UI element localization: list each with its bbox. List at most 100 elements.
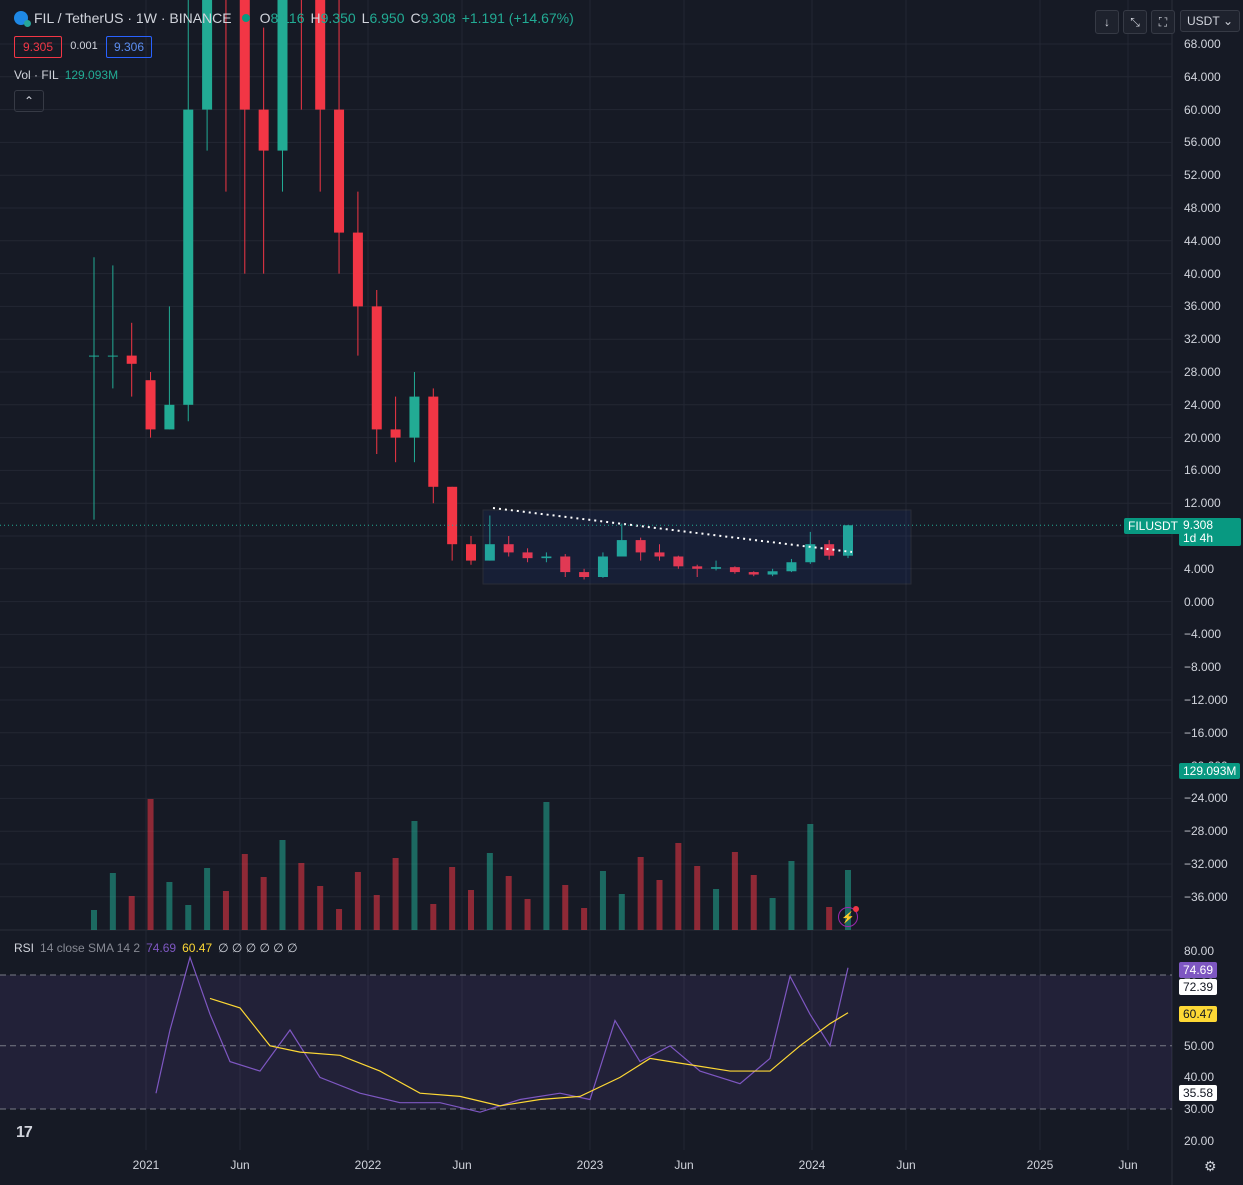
price-tick: −24.000 [1184, 791, 1228, 806]
low-label: L [361, 10, 370, 26]
buy-price-button[interactable]: 9.306 [106, 36, 152, 58]
volume-bar [222, 891, 229, 930]
time-tick: Jun [1118, 1158, 1138, 1172]
rsi-tick: 80.00 [1184, 944, 1215, 958]
price-tick: −36.000 [1184, 889, 1228, 904]
candle-body [202, 0, 213, 110]
volume-label: Vol · FIL [14, 68, 59, 82]
volume-bar [524, 899, 531, 930]
rsi-tag: 74.69 [1179, 962, 1218, 978]
candle-body [824, 544, 835, 556]
rsi-sma-value: 60.47 [182, 941, 213, 955]
volume-bar [562, 885, 569, 930]
price-tick: 28.000 [1184, 365, 1221, 379]
candle-body [315, 0, 326, 110]
volume-bar [675, 843, 682, 930]
time-tick: 2024 [798, 1158, 826, 1172]
volume-bar [109, 873, 116, 930]
lightning-icon[interactable]: ⚡ [838, 906, 859, 927]
price-tick: 4.000 [1184, 561, 1215, 576]
volume-bar [354, 872, 361, 930]
collapse-legend-button[interactable]: ⌃ [14, 90, 44, 112]
time-tick: 2021 [132, 1158, 160, 1172]
volume-bar [279, 840, 286, 930]
rsi-params: 14 close SMA 14 2 [40, 941, 141, 955]
price-tick: 0.000 [1184, 594, 1215, 609]
market-status-icon [241, 14, 250, 22]
candle-body [541, 556, 552, 559]
candle-body [597, 556, 608, 577]
volume-bar [449, 867, 456, 930]
volume-bar [430, 904, 437, 930]
last-price-value: 9.308 [1183, 518, 1214, 532]
close-label: C [410, 10, 421, 26]
close-value: 9.308 [420, 10, 456, 26]
price-tick: 16.000 [1184, 463, 1221, 478]
chevron-down-icon: ⌄ [1222, 14, 1233, 28]
volume-bar [185, 905, 192, 930]
candle-body [390, 429, 401, 438]
volume-bar [769, 898, 776, 930]
rsi-tick: 50.00 [1184, 1038, 1215, 1053]
currency-select[interactable]: USDT ⌄ [1180, 10, 1240, 32]
volume-bar [807, 824, 814, 930]
price-tick: 36.000 [1184, 299, 1221, 314]
range-box [482, 509, 912, 585]
rsi-upper-tag: 72.39 [1179, 979, 1218, 995]
symbol-title[interactable]: FIL / TetherUS · 1W · BINANCE [34, 10, 232, 26]
rsi-sma-line [209, 997, 849, 1107]
volume-bar [750, 875, 757, 930]
rsi-band [0, 975, 1172, 1109]
volume-tag: 129.093M [1179, 763, 1241, 779]
fullscreen-icon[interactable]: ⛶ [1151, 10, 1175, 34]
volume-bar [826, 907, 833, 930]
volume-bar [505, 876, 512, 930]
candle-body [673, 556, 684, 567]
candle-body [503, 544, 514, 553]
sell-price-button[interactable]: 9.305 [14, 36, 62, 58]
candle-body [748, 572, 759, 575]
candle-body [258, 109, 269, 151]
volume-value: 129.093M [64, 68, 119, 82]
candle-body [616, 540, 627, 557]
price-tick: 48.000 [1184, 201, 1221, 215]
price-tick: 64.000 [1184, 69, 1221, 84]
candle-body [692, 566, 703, 569]
volume-bar [694, 866, 701, 930]
gear-icon[interactable]: ⚙ [1204, 1158, 1217, 1174]
fil-coin-icon [14, 11, 31, 27]
price-tick: −8.000 [1184, 660, 1222, 675]
price-tick: −32.000 [1184, 857, 1228, 871]
candle-body [805, 544, 816, 563]
countdown-value: 1d 4h [1183, 531, 1214, 545]
currency-value: USDT [1187, 14, 1220, 28]
volume-bar [731, 852, 738, 930]
candle-body [729, 567, 740, 573]
symbol-tag: FILUSDT [1124, 518, 1183, 534]
download-icon[interactable]: ↓ [1095, 10, 1119, 34]
time-tick: Jun [674, 1158, 694, 1172]
rsi-lower-tag: 35.58 [1179, 1085, 1218, 1101]
volume-legend: Vol · FIL 129.093M [14, 68, 118, 82]
spread-value: 0.001 [70, 40, 98, 52]
volume-bar [166, 882, 173, 930]
volume-bar [599, 871, 606, 930]
volume-bar [468, 890, 474, 930]
candle-body [767, 571, 778, 575]
price-tick: 40.000 [1184, 266, 1221, 281]
time-tick: Jun [452, 1158, 472, 1172]
rsi-tick: 20.00 [1184, 1133, 1215, 1148]
expand-icon[interactable]: ⤡ [1123, 10, 1147, 34]
open-value: 8.116 [270, 10, 305, 26]
volume-bar [241, 854, 248, 930]
rsi-empty-values: ∅ ∅ ∅ ∅ ∅ ∅ [218, 941, 298, 955]
candle-body [183, 109, 194, 405]
tradingview-logo-icon[interactable]: 17 [16, 1124, 33, 1141]
time-tick: 2023 [576, 1158, 604, 1172]
candle-body [484, 544, 495, 561]
price-tick: −12.000 [1184, 693, 1228, 707]
price-tick: 24.000 [1184, 397, 1221, 412]
price-tick: −28.000 [1184, 824, 1228, 839]
rsi-sma-tag: 60.47 [1179, 1006, 1218, 1022]
